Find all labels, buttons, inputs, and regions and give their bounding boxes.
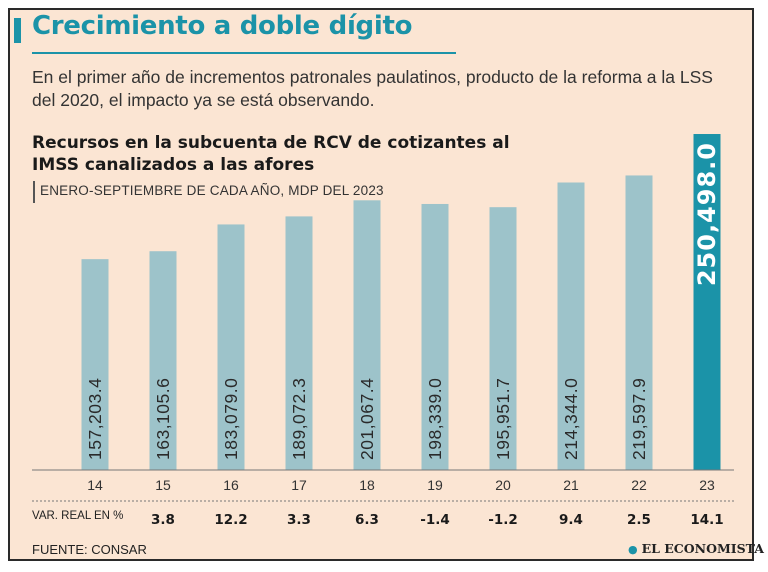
x-tick-20: 20 — [495, 477, 511, 493]
bar-20 — [489, 207, 517, 470]
bar-22 — [625, 175, 653, 470]
bar-15 — [149, 251, 177, 470]
x-tick-18: 18 — [359, 477, 375, 493]
brand-name: EL ECONOMISTA — [641, 541, 764, 556]
x-tick-15: 15 — [155, 477, 171, 493]
title-accent-mark — [14, 18, 21, 43]
growth-value-19: -1.4 — [420, 512, 450, 528]
brand-icon: ● — [628, 543, 638, 556]
bar-18 — [353, 200, 381, 470]
bar-19 — [421, 203, 449, 470]
value-label-21: 214,344.0 — [561, 378, 581, 460]
brand-logo: ● EL ECONOMISTA — [628, 541, 764, 556]
growth-row-label: VAR. REAL EN % — [32, 510, 124, 522]
growth-value-15: 3.8 — [151, 512, 175, 528]
x-tick-19: 19 — [427, 477, 443, 493]
title-underline — [32, 52, 456, 54]
subtitle-divider — [33, 181, 35, 203]
growth-value-21: 9.4 — [559, 512, 583, 528]
chart-subtitle: ENERO-SEPTIEMBRE DE CADA AÑO, MDP DEL 20… — [40, 183, 384, 198]
growth-value-17: 3.3 — [287, 512, 311, 528]
x-tick-21: 21 — [563, 477, 579, 493]
value-label-23: 250,498.0 — [693, 142, 721, 286]
bar-16 — [217, 224, 245, 470]
x-tick-23: 23 — [699, 477, 715, 493]
source-note: FUENTE: CONSAR — [32, 542, 147, 557]
intro-text: En el primer año de incrementos patronal… — [32, 67, 713, 110]
value-label-19: 198,339.0 — [425, 378, 445, 460]
value-label-15: 163,105.6 — [153, 378, 173, 460]
value-label-16: 183,079.0 — [221, 378, 241, 460]
value-label-18: 201,067.4 — [357, 378, 377, 460]
value-label-17: 189,072.3 — [289, 378, 309, 460]
bar-23 — [693, 134, 721, 470]
x-tick-16: 16 — [223, 477, 239, 493]
page-title: Crecimiento a doble dígito — [32, 11, 413, 41]
value-label-20: 195,951.7 — [493, 378, 513, 460]
bar-14 — [81, 259, 109, 470]
value-label-22: 219,597.9 — [629, 378, 649, 460]
x-tick-17: 17 — [291, 477, 307, 493]
growth-value-22: 2.5 — [627, 512, 651, 528]
growth-value-18: 6.3 — [355, 512, 379, 528]
bar-21 — [557, 182, 585, 471]
x-tick-22: 22 — [631, 477, 647, 493]
chart-title: Recursos en la subcuenta de RCV de cotiz… — [32, 133, 510, 175]
x-tick-14: 14 — [87, 477, 103, 493]
growth-value-20: -1.2 — [488, 512, 518, 528]
growth-value-16: 12.2 — [214, 512, 247, 528]
value-label-14: 157,203.4 — [85, 378, 105, 460]
growth-value-23: 14.1 — [690, 512, 723, 528]
bar-17 — [285, 216, 313, 470]
